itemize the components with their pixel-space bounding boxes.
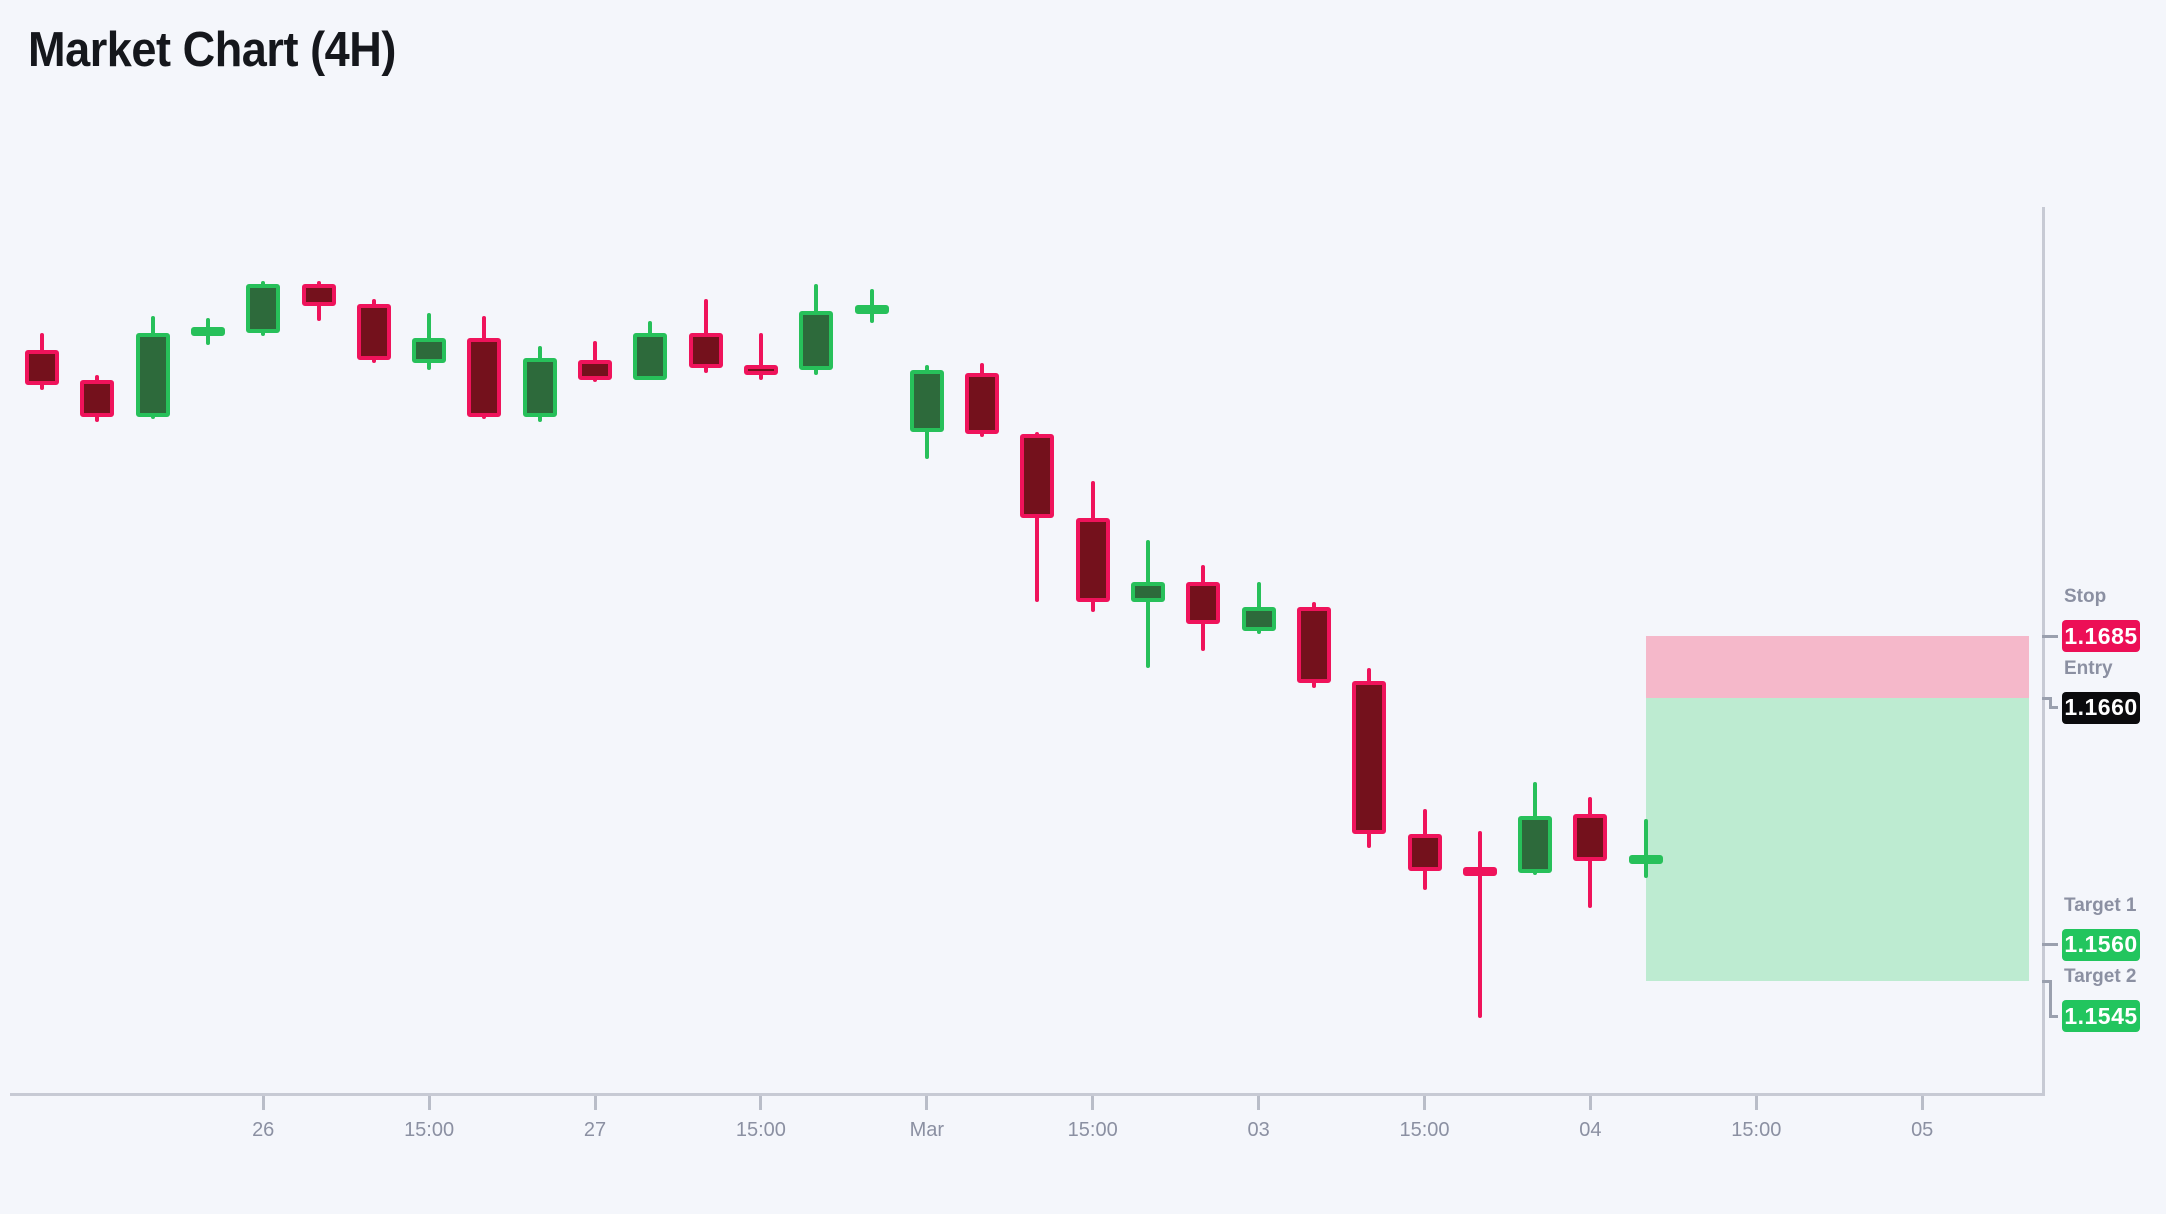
y-axis-line — [2042, 207, 2045, 1096]
candle-body-bear — [965, 372, 1000, 435]
target2-connector — [2042, 979, 2052, 983]
candle-body-bull — [1518, 816, 1553, 873]
stop-label: Stop — [2064, 586, 2107, 608]
x-axis-tick-label: 15:00 — [404, 1119, 455, 1141]
candle-body-bear — [688, 333, 723, 368]
candle-body-bear — [356, 303, 391, 361]
candle-wick-bear — [758, 333, 763, 380]
candle-body-bear — [1186, 582, 1221, 625]
target2-connector — [2049, 979, 2052, 1018]
target1-price-badge: 1.1560 — [2062, 928, 2140, 961]
x-axis-tick — [427, 1096, 431, 1110]
x-axis-tick — [1423, 1096, 1426, 1110]
candle-body-bull — [799, 310, 834, 371]
x-axis-tick-label: 05 — [1911, 1119, 1934, 1141]
candle-body-bull — [190, 327, 225, 337]
x-axis-tick — [1257, 1096, 1261, 1110]
entry-label: Entry — [2064, 657, 2113, 679]
entry-connector — [2049, 696, 2052, 710]
candle-wick-bull — [1146, 540, 1150, 669]
stop-zone — [1645, 636, 2029, 698]
candle-body-bear — [1407, 833, 1442, 871]
candle-body-bull — [1131, 582, 1165, 602]
candle-body-bear — [578, 360, 612, 380]
candle-body-bear — [25, 350, 59, 385]
entry-connector — [2042, 696, 2052, 700]
x-axis-tick — [1754, 1096, 1758, 1110]
profit-zone — [1645, 698, 2029, 982]
entry-price-badge: 1.1660 — [2062, 691, 2140, 724]
target2-connector — [2049, 1014, 2058, 1018]
x-axis-tick-label: 03 — [1247, 1119, 1270, 1141]
x-axis-tick — [1091, 1096, 1095, 1110]
stop-price-badge: 1.1685 — [2062, 620, 2140, 653]
candle-wick-bull — [1643, 818, 1648, 878]
candle-body-bull — [909, 370, 944, 432]
x-axis-tick-label: 15:00 — [1731, 1119, 1782, 1141]
candle-body-bear — [1462, 867, 1497, 877]
candle-body-bear — [301, 283, 336, 307]
candle-body-bear — [1020, 434, 1055, 519]
x-axis-tick — [1920, 1096, 1924, 1110]
x-axis-tick — [759, 1096, 763, 1110]
candle-body-bear — [467, 338, 502, 417]
target1-label: Target 1 — [2064, 894, 2137, 916]
x-axis-tick-label: 15:00 — [735, 1119, 786, 1141]
candle-body-bear — [1352, 680, 1387, 834]
candle-body-bear — [1075, 518, 1110, 602]
candle-wick-bear — [1477, 831, 1482, 1019]
x-axis-tick — [261, 1096, 265, 1110]
x-axis-tick — [1588, 1096, 1592, 1110]
x-axis-tick-label: Mar — [909, 1119, 945, 1141]
stop-connector — [2042, 634, 2058, 638]
chart-title: Market Chart (4H) — [28, 23, 396, 77]
target2-label: Target 2 — [2064, 966, 2137, 987]
candle-body-bear — [1296, 606, 1331, 684]
x-axis-tick-label: 04 — [1579, 1119, 1602, 1141]
target2-price-badge: 1.1545 — [2062, 1000, 2140, 1032]
entry-connector — [2049, 706, 2058, 710]
candle-body-bull — [1628, 854, 1663, 864]
x-axis-tick-label: 15:00 — [1067, 1119, 1118, 1141]
candle-body-bull — [246, 283, 281, 334]
x-axis-tick-label: 27 — [583, 1119, 607, 1141]
candle-body-bull — [412, 338, 447, 363]
candle-body-bear — [80, 380, 115, 417]
x-axis-line — [10, 1093, 2045, 1096]
candle-body-bull — [522, 357, 557, 417]
candle-body-bull — [854, 305, 889, 315]
candle-body-bull — [633, 333, 668, 380]
candle-body-bear — [1573, 813, 1608, 861]
candle-body-bear — [743, 365, 778, 376]
x-axis-tick — [593, 1096, 597, 1110]
x-axis-tick — [925, 1096, 929, 1110]
x-axis-tick-label: 26 — [252, 1119, 275, 1141]
x-axis-tick-label: 15:00 — [1399, 1119, 1450, 1141]
candle-body-bull — [135, 333, 170, 417]
target1-connector — [2042, 943, 2058, 946]
candle-body-bull — [1241, 606, 1276, 632]
